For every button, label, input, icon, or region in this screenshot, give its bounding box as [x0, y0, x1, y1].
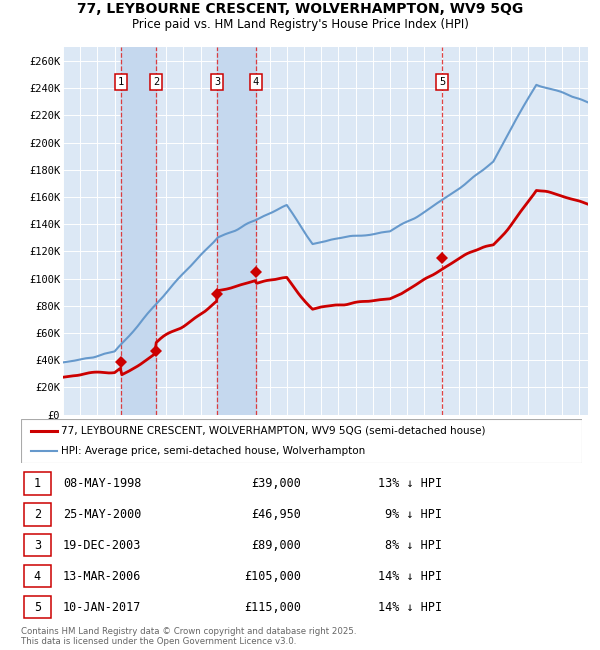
Text: 3: 3 [34, 539, 41, 552]
Bar [24, 534, 51, 556]
Text: £46,950: £46,950 [251, 508, 302, 521]
Text: 14% ↓ HPI: 14% ↓ HPI [377, 601, 442, 614]
Text: 5: 5 [34, 601, 41, 614]
Bar [121, 47, 156, 415]
Text: 25-MAY-2000: 25-MAY-2000 [63, 508, 142, 521]
Text: 1: 1 [34, 477, 41, 490]
Text: 8% ↓ HPI: 8% ↓ HPI [385, 539, 442, 552]
Text: £89,000: £89,000 [251, 539, 302, 552]
Text: 4: 4 [34, 570, 41, 583]
Text: 5: 5 [439, 77, 445, 87]
Text: 3: 3 [214, 77, 221, 87]
Text: 10-JAN-2017: 10-JAN-2017 [63, 601, 142, 614]
Text: 13-MAR-2006: 13-MAR-2006 [63, 570, 142, 583]
Text: 77, LEYBOURNE CRESCENT, WOLVERHAMPTON, WV9 5QG: 77, LEYBOURNE CRESCENT, WOLVERHAMPTON, W… [77, 1, 523, 16]
Text: 13% ↓ HPI: 13% ↓ HPI [377, 477, 442, 490]
Text: 9% ↓ HPI: 9% ↓ HPI [385, 508, 442, 521]
Text: HPI: Average price, semi-detached house, Wolverhampton: HPI: Average price, semi-detached house,… [61, 446, 365, 456]
Bar [24, 596, 51, 618]
Text: 08-MAY-1998: 08-MAY-1998 [63, 477, 142, 490]
Text: 2: 2 [34, 508, 41, 521]
Text: 4: 4 [253, 77, 259, 87]
Text: Price paid vs. HM Land Registry's House Price Index (HPI): Price paid vs. HM Land Registry's House … [131, 18, 469, 31]
Text: 2: 2 [153, 77, 159, 87]
Text: 77, LEYBOURNE CRESCENT, WOLVERHAMPTON, WV9 5QG (semi-detached house): 77, LEYBOURNE CRESCENT, WOLVERHAMPTON, W… [61, 426, 486, 436]
Text: Contains HM Land Registry data © Crown copyright and database right 2025.
This d: Contains HM Land Registry data © Crown c… [21, 627, 356, 646]
Text: £115,000: £115,000 [245, 601, 302, 614]
Bar [24, 503, 51, 526]
Text: 19-DEC-2003: 19-DEC-2003 [63, 539, 142, 552]
Bar [217, 47, 256, 415]
Text: 1: 1 [118, 77, 124, 87]
Text: 14% ↓ HPI: 14% ↓ HPI [377, 570, 442, 583]
Bar [24, 565, 51, 588]
Bar [24, 473, 51, 495]
Text: £105,000: £105,000 [245, 570, 302, 583]
Text: £39,000: £39,000 [251, 477, 302, 490]
